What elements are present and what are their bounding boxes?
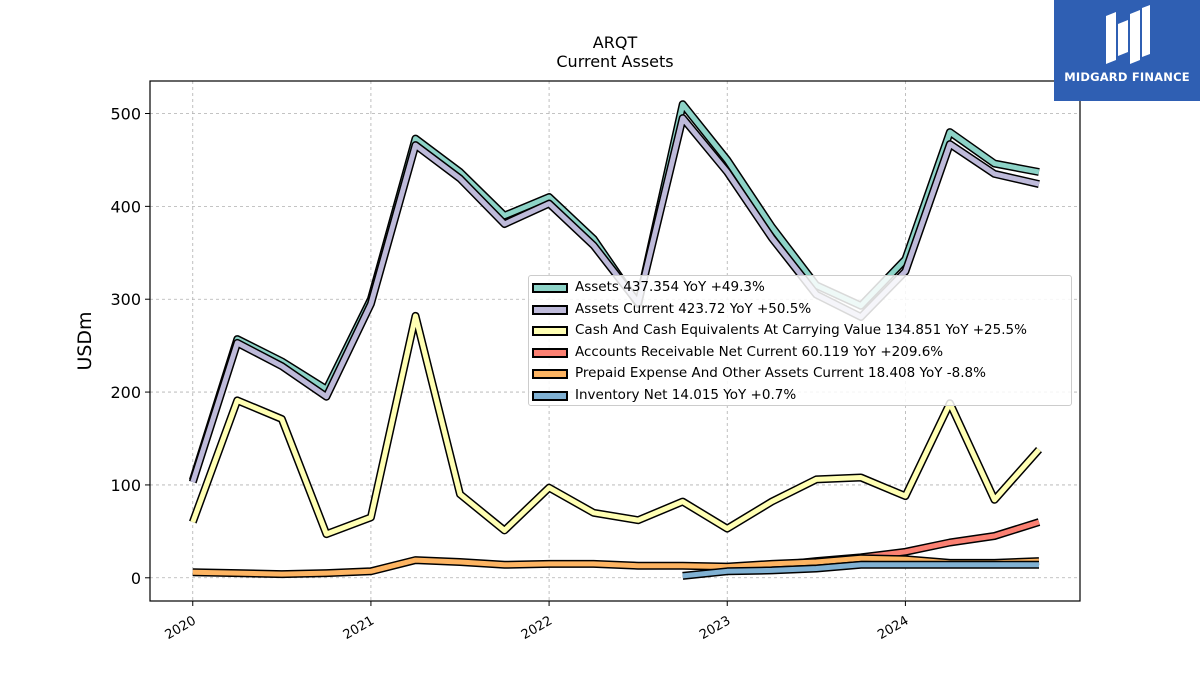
logo-mark-icon xyxy=(1106,5,1150,64)
plot-frame xyxy=(149,80,1081,602)
y-tick-label: 300 xyxy=(110,290,141,309)
legend-label: Prepaid Expense And Other Assets Current… xyxy=(575,365,986,381)
series-line-prepaid-expense-and-other-assets-current xyxy=(192,555,1040,577)
chart-subtitle: Current Assets xyxy=(556,52,674,71)
x-tick-label: 2022 xyxy=(519,613,555,643)
chart-title: ARQT xyxy=(592,33,638,52)
x-tick-label: 2020 xyxy=(163,613,199,643)
legend-swatch xyxy=(532,347,568,358)
legend: Assets 437.354 YoY +49.3% Assets Current … xyxy=(528,275,1072,406)
y-tick-label: 200 xyxy=(110,383,141,402)
legend-swatch xyxy=(532,304,568,315)
x-tick-label: 2024 xyxy=(875,613,911,643)
legend-item: Prepaid Expense And Other Assets Current… xyxy=(529,364,1069,384)
legend-item: Inventory Net 14.015 YoY +0.7% xyxy=(529,386,1069,406)
y-tick-label: 100 xyxy=(110,476,141,495)
legend-label: Cash And Cash Equivalents At Carrying Va… xyxy=(575,322,1027,338)
legend-swatch xyxy=(532,283,568,293)
x-tick-label: 2021 xyxy=(341,613,377,643)
y-tick-label: 0 xyxy=(131,569,141,588)
legend-label: Assets Current 423.72 YoY +50.5% xyxy=(575,300,812,317)
x-tick-label: 2023 xyxy=(697,613,733,643)
legend-swatch xyxy=(532,390,568,401)
legend-label: Assets 437.354 YoY +49.3% xyxy=(575,279,765,295)
legend-label: Accounts Receivable Net Current 60.119 Y… xyxy=(575,343,944,360)
legend-swatch xyxy=(532,369,568,379)
y-tick-label: 400 xyxy=(110,197,141,216)
logo-text: MIDGARD FINANCE xyxy=(1064,70,1190,84)
legend-label: Inventory Net 14.015 YoY +0.7% xyxy=(575,386,797,403)
legend-item: Cash And Cash Equivalents At Carrying Va… xyxy=(529,321,1069,341)
series-line-inventory-net xyxy=(682,562,1039,579)
legend-item: Assets Current 423.72 YoY +50.5% xyxy=(529,300,1069,320)
series-line-cash-and-cash-equivalents-at-carrying-value xyxy=(190,313,1041,537)
brand-logo: MIDGARD FINANCE xyxy=(1054,0,1200,101)
legend-swatch xyxy=(532,326,568,336)
y-tick-label: 500 xyxy=(110,105,141,124)
legend-item: Accounts Receivable Net Current 60.119 Y… xyxy=(529,343,1069,363)
legend-item: Assets 437.354 YoY +49.3% xyxy=(529,278,1069,298)
y-axis-label: USDm xyxy=(74,311,96,370)
x-axis: 2020 2021 2022 2023 2024 xyxy=(163,601,911,643)
y-axis: 0 100 200 300 400 500 xyxy=(110,105,150,588)
